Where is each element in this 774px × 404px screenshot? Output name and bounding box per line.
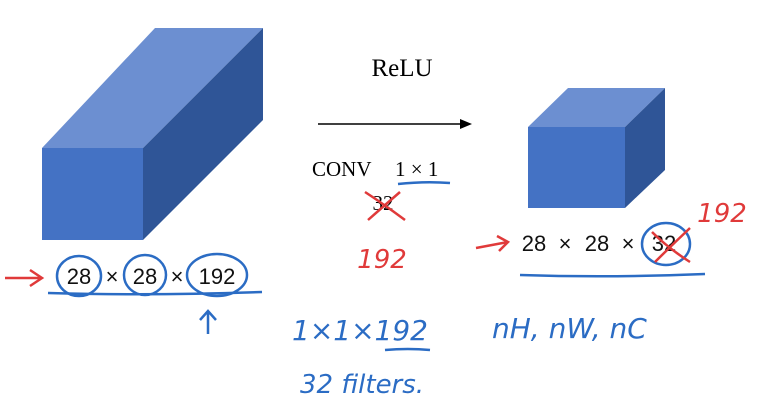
cube-side-face	[143, 28, 263, 240]
cube-top-face	[42, 28, 263, 148]
cube-side-face	[625, 88, 665, 208]
arrow-right	[318, 119, 472, 129]
up-arrow-icon	[199, 309, 217, 334]
output-volume-cube	[528, 88, 665, 208]
dims-note: nH, nW, nC	[492, 312, 647, 345]
cross-out-mark	[651, 227, 691, 264]
red-arrow-icon	[475, 234, 511, 252]
output-height: 28	[522, 231, 546, 256]
times-sign: ×	[171, 264, 184, 289]
red-arrow-icon	[5, 268, 45, 288]
filter-shape-underline	[384, 347, 431, 352]
times-sign: ×	[622, 231, 635, 256]
cube-top-face	[528, 88, 665, 127]
relu-label: ReLU	[371, 55, 432, 82]
conv-size-underline	[397, 180, 451, 186]
cube-front-face	[42, 148, 143, 240]
input-width: 28	[133, 264, 157, 289]
times-sign: ×	[559, 231, 572, 256]
annotated-output-channels: 192	[697, 199, 747, 229]
conv-size: 1 × 1	[395, 157, 438, 181]
filter-shape-note: 1×1×192	[292, 314, 428, 347]
output-width: 28	[585, 231, 609, 256]
times-sign: ×	[106, 264, 119, 289]
annotated-filters: 192	[357, 245, 407, 275]
circle-annotations	[47, 252, 263, 334]
cross-out-mark	[364, 190, 406, 222]
input-height: 28	[67, 264, 91, 289]
filter-count-note: 32 filters.	[300, 370, 424, 400]
input-volume-cube	[42, 28, 263, 240]
input-channels: 192	[199, 264, 236, 289]
conv-label: CONV	[312, 157, 372, 181]
cube-front-face	[528, 127, 625, 208]
circle-annotations	[519, 221, 706, 278]
